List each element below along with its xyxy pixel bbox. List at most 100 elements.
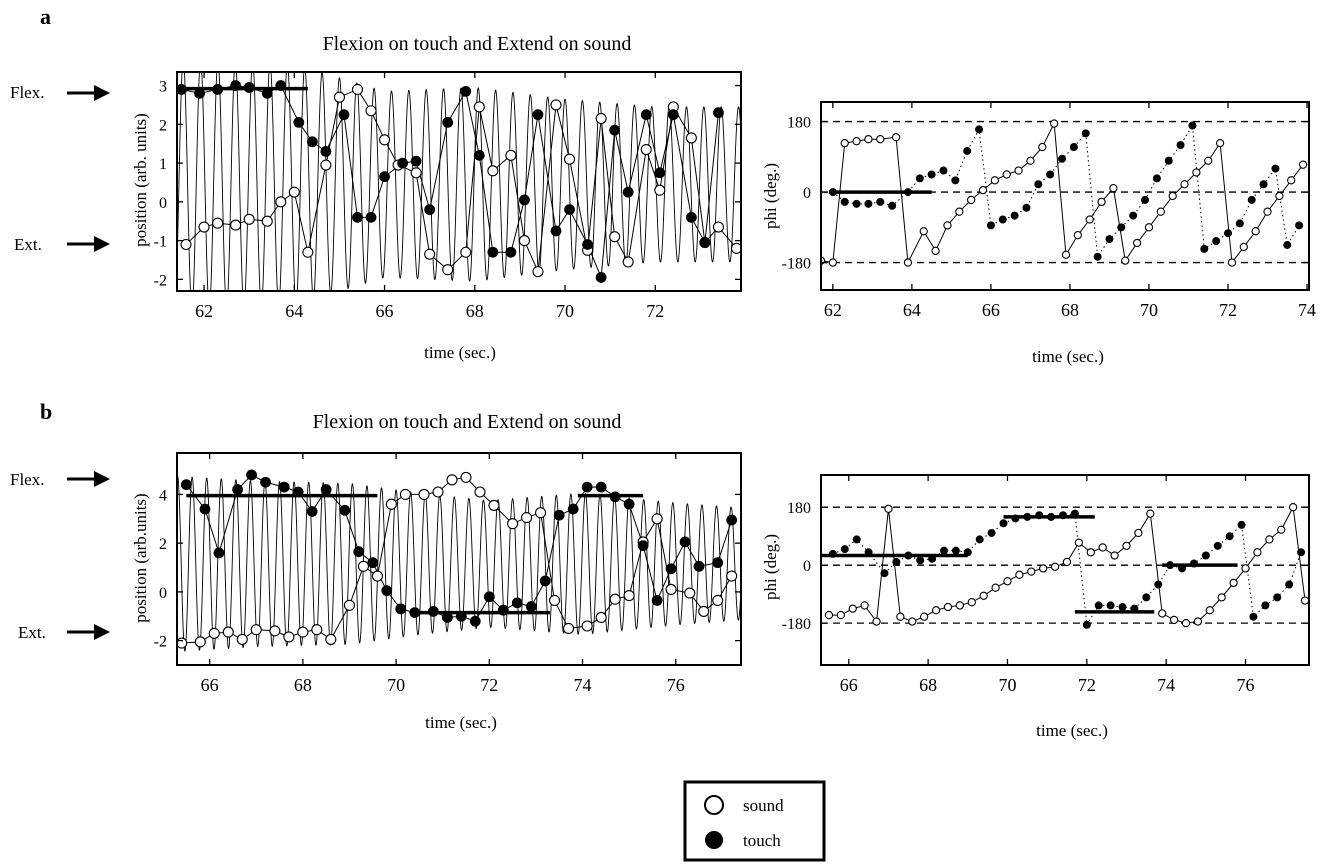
b-phase-sound-point	[1027, 567, 1036, 576]
b-position-sound-point	[595, 611, 607, 624]
b-phase-sound-point	[872, 617, 881, 626]
a-position-touch-point	[564, 204, 575, 216]
a-phase-sound-point	[1168, 191, 1177, 201]
a-position-sound-point	[365, 105, 377, 117]
a-phase-sound-point	[943, 221, 952, 230]
b-phase-touch-point	[928, 554, 937, 563]
a-phase-sound-point	[903, 258, 913, 267]
a-phase-sound-point	[919, 227, 928, 236]
a-phase-touch-point	[1022, 203, 1031, 212]
a-position-sound-point	[550, 99, 562, 111]
legend: sound touch	[683, 780, 826, 862]
a-position-touch-point	[352, 211, 363, 223]
b-phase-sound-point	[991, 583, 1000, 592]
legend-touch-label: touch	[743, 831, 781, 850]
a-position-xtick-label: 62	[195, 301, 213, 321]
b-phase-touch-point	[1023, 512, 1032, 521]
b-phase-touch-point	[1285, 580, 1294, 589]
b-position-sound-point	[460, 471, 472, 483]
a-phase-touch-point	[1058, 154, 1067, 163]
b-position-ytick-label: 2	[159, 536, 167, 553]
a-position-touch-point	[230, 80, 242, 91]
a-position-touch-point	[699, 237, 711, 248]
b-position-touch-point	[306, 506, 318, 517]
b-phase-touch-point	[975, 535, 984, 544]
b-position-xtick-label: 70	[387, 675, 405, 695]
panel-a-position-plot: 62 64 66 68 70 72 -2 -1 0 1 2 3	[154, 71, 742, 321]
b-position-sound-point	[194, 636, 206, 648]
panel-b-position-plot: 66 68 70 72 74 76 -2 0 2 4	[154, 452, 742, 695]
a-phase-sound-point	[990, 176, 1000, 185]
a-phase-touch-point	[1247, 195, 1256, 204]
a-phase-touch-point	[986, 221, 995, 230]
b-position-touch-point	[246, 469, 257, 481]
b-position-sound-point	[684, 587, 696, 599]
a-phase-touch-point	[1164, 156, 1173, 165]
a-position-touch-point	[550, 225, 562, 237]
b-phase-sound-point	[1015, 570, 1024, 579]
b-phase-xtick-label: 72	[1078, 675, 1096, 695]
a-position-touch-point	[622, 186, 634, 198]
a-position-sound-point	[563, 153, 576, 165]
b-phase-xtick-label: 76	[1237, 675, 1255, 695]
a-phase-touch-point	[840, 197, 849, 206]
a-position-touch-point	[212, 84, 224, 95]
b-position-sound-point	[548, 594, 561, 606]
b-position-ytick-label: 0	[159, 585, 167, 602]
b-position-sound-point	[698, 605, 710, 617]
b-position-touch-point	[339, 504, 351, 516]
a-phase-touch-point	[1176, 141, 1185, 150]
b-position-frame	[176, 452, 742, 666]
a-phase-touch-point	[1141, 195, 1150, 204]
a-phase-touch-point	[1212, 237, 1221, 246]
b-phase-sound-point	[931, 606, 941, 615]
b-phase-sound-point	[1050, 562, 1060, 571]
a-position-sound-point	[275, 196, 287, 208]
a-position-sound-point	[609, 231, 621, 243]
b-position-sound-point	[562, 622, 575, 635]
a-position-touch-point	[713, 107, 724, 119]
b-position-touch-point	[213, 547, 225, 559]
a-phase-sound-point	[1097, 197, 1106, 207]
b-position-touch-point	[553, 509, 565, 521]
a-phase-frame	[820, 101, 1310, 291]
b-phase-sound-point	[955, 601, 965, 610]
a-phase-ytick-label: -180	[782, 256, 811, 273]
a-phase-touch-point	[927, 170, 936, 179]
a-position-xtick-label: 68	[466, 301, 484, 321]
panel-a-flex-label: Flex.	[10, 83, 44, 102]
a-phase-touch-line	[832, 123, 1300, 259]
b-phase-sound-point	[1181, 618, 1191, 628]
panel-b-phase-ylabel: phi (deg.)	[761, 534, 780, 600]
b-phase-touch-point	[1118, 603, 1127, 612]
a-phase-touch-point	[1188, 121, 1197, 130]
a-position-sound-point	[424, 248, 436, 260]
sound-marker-icon	[704, 795, 724, 815]
b-position-sound-point	[399, 488, 411, 500]
b-position-touch-point	[455, 610, 467, 622]
a-position-xtick-label: 70	[556, 301, 574, 321]
a-phase-xtick-label: 64	[903, 300, 921, 320]
b-phase-sound-point	[967, 598, 976, 607]
panel-a-label: a	[40, 4, 51, 29]
a-position-sound-point	[712, 221, 724, 233]
b-position-ytick-label: -2	[154, 634, 167, 651]
b-phase-sound-point	[896, 612, 905, 621]
b-position-plot-area	[177, 469, 741, 652]
b-position-touch-point	[595, 481, 607, 493]
a-position-touch-point	[582, 239, 593, 250]
panel-b-flex-label: Flex.	[10, 470, 44, 489]
a-phase-touch-point	[1224, 229, 1233, 238]
b-phase-touch-point	[904, 551, 913, 560]
a-position-touch-point	[320, 146, 332, 157]
a-position-sound-line	[185, 88, 737, 274]
a-position-touch-point	[473, 149, 485, 161]
b-position-touch-point	[427, 605, 439, 617]
b-phase-touch-point	[1213, 541, 1222, 550]
b-phase-touch-point	[916, 556, 925, 565]
a-phase-touch-point	[1129, 211, 1138, 220]
panel-b-ext-arrow-icon	[67, 624, 110, 640]
b-phase-sound-point	[848, 604, 857, 613]
b-position-touch-point	[441, 612, 453, 623]
a-position-sound-point	[288, 186, 300, 198]
